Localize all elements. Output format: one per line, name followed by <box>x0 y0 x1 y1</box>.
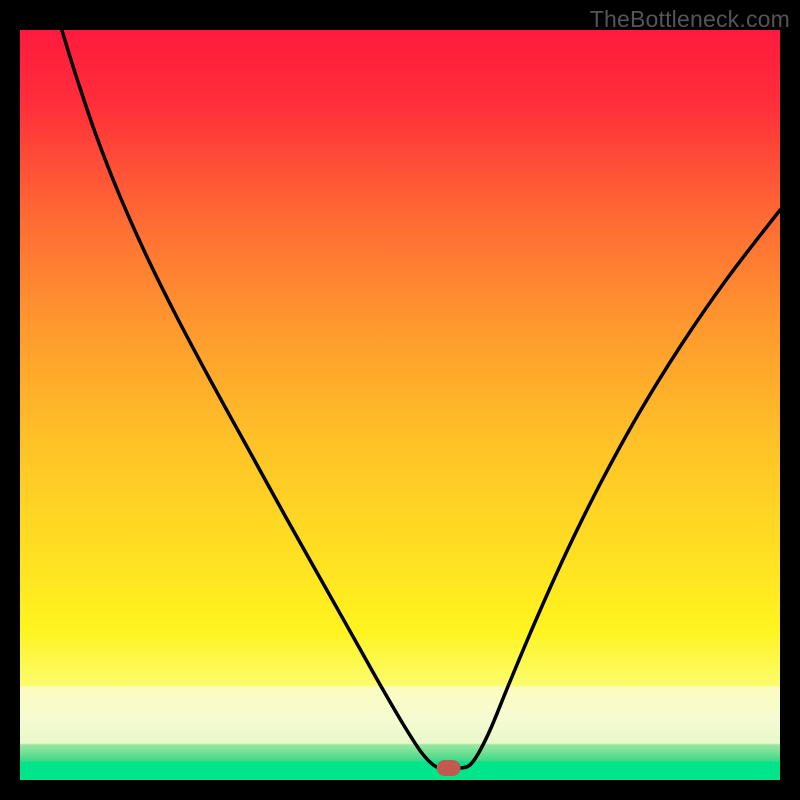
bottleneck-curve-chart <box>0 0 800 800</box>
optimal-point-marker <box>437 760 461 776</box>
watermark-text: TheBottleneck.com <box>590 6 790 33</box>
chart-container: TheBottleneck.com <box>0 0 800 800</box>
plot-background <box>20 30 780 780</box>
